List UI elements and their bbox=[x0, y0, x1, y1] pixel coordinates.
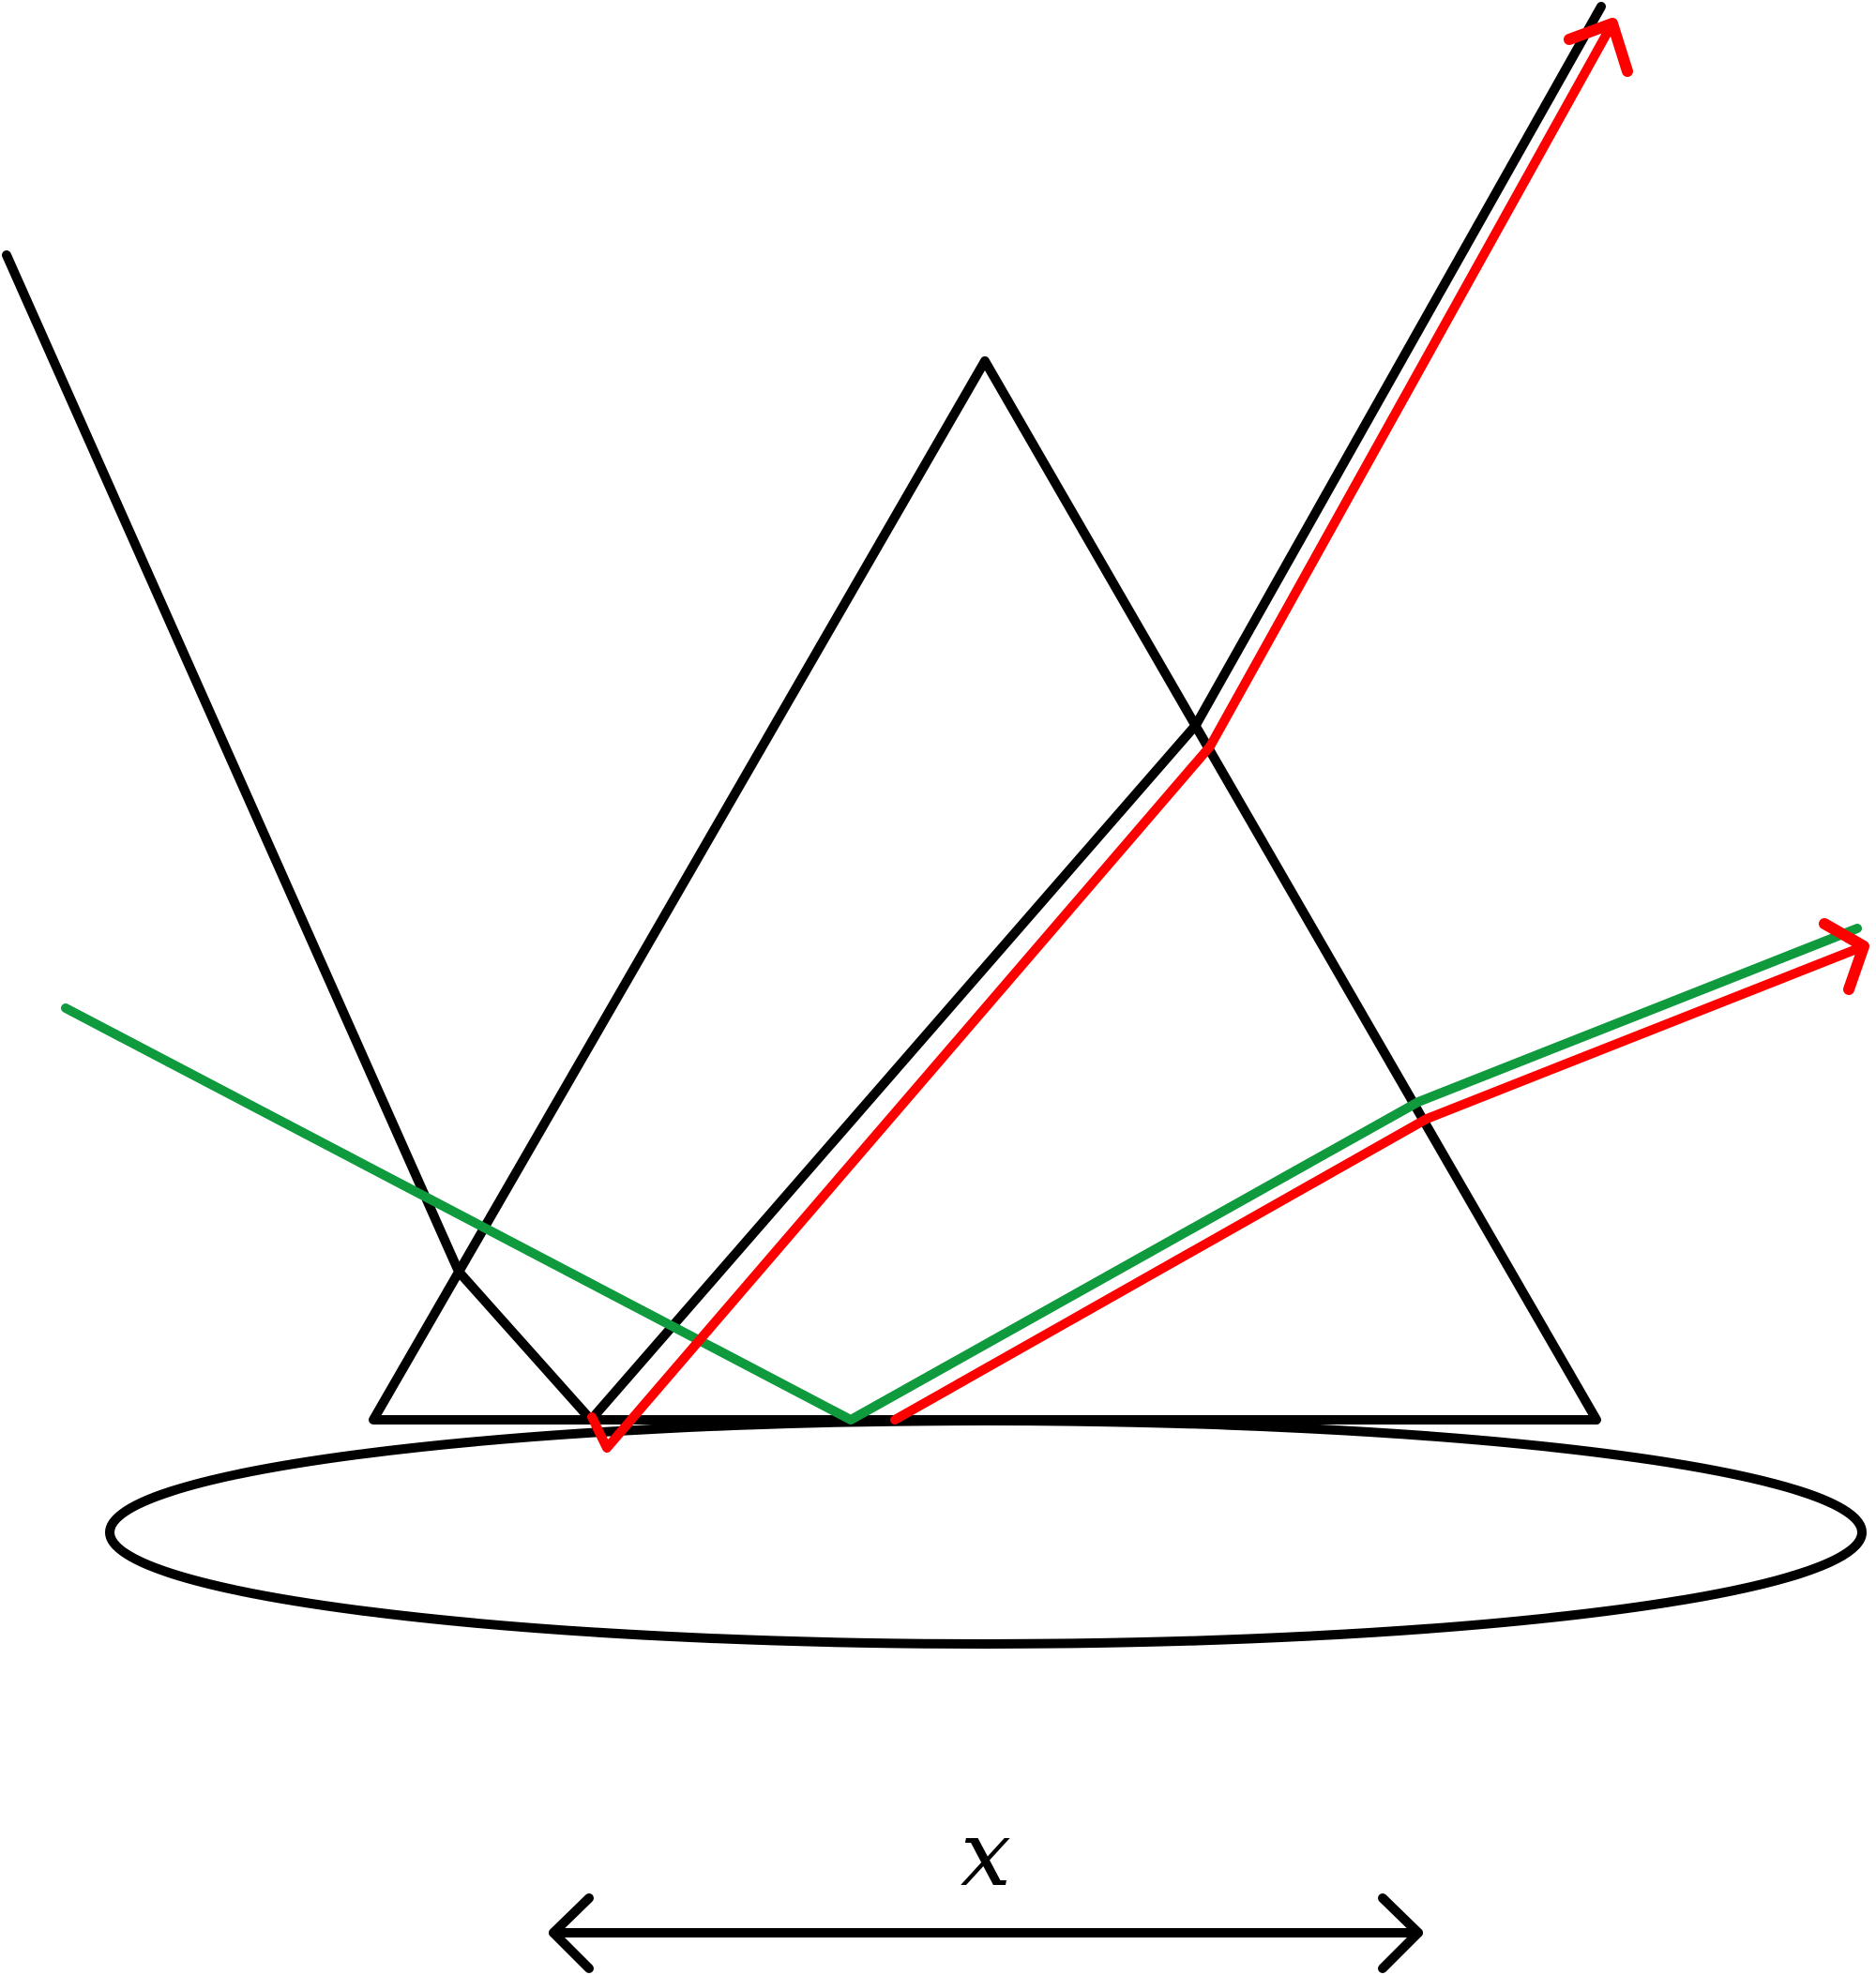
arrowhead-red-upper bbox=[1564, 18, 1633, 77]
reflected-ray-red-lower bbox=[890, 942, 1868, 1425]
arrowhead-red-lower bbox=[1819, 918, 1869, 995]
incident-ray-green bbox=[61, 924, 1862, 1425]
reflected-ray-red-upper bbox=[587, 19, 1617, 1453]
base-ellipse bbox=[105, 1416, 1867, 1649]
incident-ray-black bbox=[2, 250, 596, 1425]
dimension-label: x bbox=[961, 1802, 1011, 1907]
prism-triangle bbox=[369, 356, 1601, 1425]
dimension-arrowhead-left bbox=[549, 1893, 594, 1973]
reflected-ray-black bbox=[586, 2, 1606, 1425]
dimension-arrowhead-right bbox=[1378, 1893, 1423, 1973]
